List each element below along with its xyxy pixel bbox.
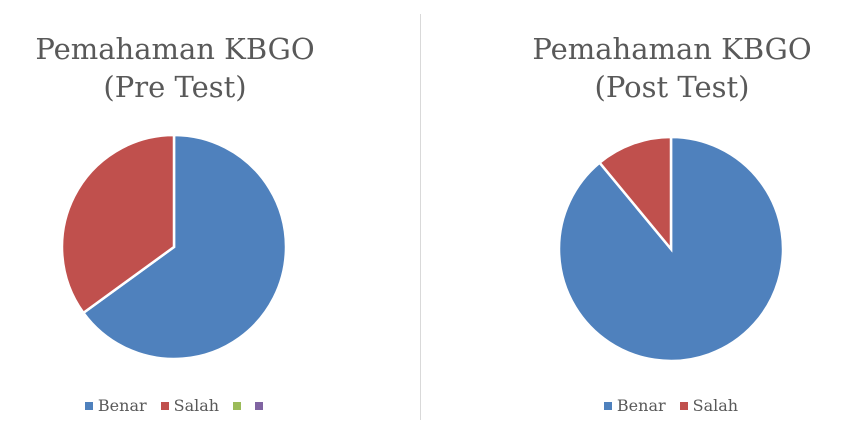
pie-slice [81, 133, 288, 361]
legend-entry: Salah [679, 396, 739, 415]
chart-title: Pemahaman KBGO (Pre Test) [35, 32, 315, 104]
legend-entry [255, 396, 264, 415]
legend-entry [233, 396, 242, 415]
legend-label: Benar [616, 396, 666, 415]
chart-panel: Pemahaman KBGO (Post Test) Benar Salah [497, 0, 843, 423]
pie-chart [557, 135, 785, 363]
pie-chart [60, 133, 288, 361]
legend-swatch [233, 401, 242, 410]
legend-label: Salah [173, 396, 220, 415]
legend: Benar Salah [497, 396, 843, 415]
legend: Benar Salah [0, 396, 348, 415]
legend-entry: Benar [603, 396, 666, 415]
legend-label: Salah [692, 396, 739, 415]
pie-slice [597, 135, 673, 253]
legend-swatch [84, 401, 93, 410]
chart-title: Pemahaman KBGO (Post Test) [532, 32, 812, 104]
legend-swatch [679, 401, 688, 410]
legend-swatch [255, 401, 264, 410]
legend-swatch [160, 401, 169, 410]
pie-slice [60, 133, 176, 315]
separator [420, 14, 421, 420]
legend-swatch [603, 401, 612, 410]
legend-entry: Benar [84, 396, 147, 415]
legend-label: Benar [97, 396, 147, 415]
chart-panel: Pemahaman KBGO (Pre Test) Benar Salah [0, 0, 420, 423]
legend-entry: Salah [160, 396, 220, 415]
